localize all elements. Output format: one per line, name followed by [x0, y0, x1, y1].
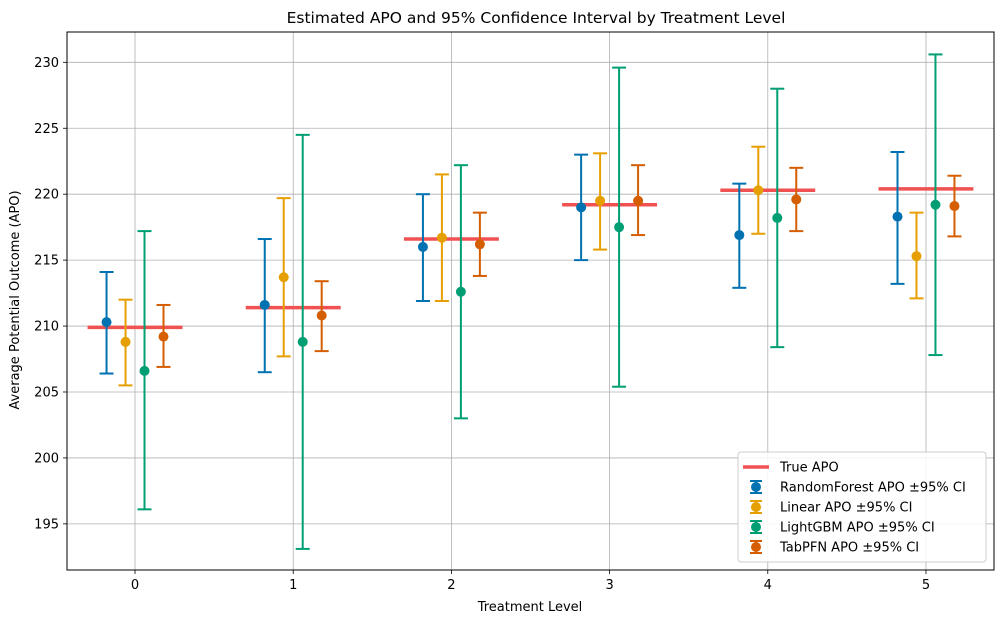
errorbar-point [732, 182, 747, 289]
data-point [455, 286, 466, 297]
chart-title: Estimated APO and 95% Confidence Interva… [287, 9, 786, 27]
errorbar-point [947, 174, 962, 238]
data-point [259, 299, 270, 310]
data-point [297, 336, 308, 347]
errorbar-point [137, 230, 152, 511]
x-tick-label: 4 [764, 578, 772, 593]
plot-frame [66, 31, 995, 571]
y-tick-label: 195 [34, 517, 59, 532]
errorbar-point [612, 66, 627, 388]
y-tick-label: 230 [34, 56, 59, 71]
errorbar-point [928, 53, 943, 357]
axes: 0 1 2 3 4 5 195 200 205 210 215 220 225 230 [34, 56, 930, 593]
data-point [576, 202, 587, 213]
y-tick-label: 220 [34, 188, 59, 203]
y-tick-label: 215 [34, 254, 59, 269]
legend-label: LightGBM APO ±95% CI [780, 521, 935, 536]
errorbar-point [276, 197, 291, 358]
legend-label: True APO [779, 461, 839, 476]
series-markers [99, 53, 962, 550]
data-point [892, 211, 903, 222]
data-point [614, 222, 625, 233]
data-point [158, 331, 169, 342]
y-tick-label: 210 [34, 320, 59, 335]
data-point [949, 201, 960, 212]
errorbar-point [770, 87, 785, 349]
errorbar-point [789, 166, 804, 233]
legend-label: TabPFN APO ±95% CI [779, 541, 919, 556]
errorbar-point [434, 173, 449, 302]
x-tick-label: 5 [922, 578, 930, 593]
data-point [474, 239, 485, 250]
true-apo-lines [87, 187, 974, 330]
errorbar-point [314, 280, 329, 353]
data-point [436, 232, 447, 243]
data-point [911, 251, 922, 262]
y-tick-label: 200 [34, 451, 59, 466]
errorbar-point [574, 153, 589, 262]
data-point [595, 195, 606, 206]
errorbar-point [909, 211, 924, 300]
data-point [101, 317, 112, 328]
errorbar-point [156, 303, 171, 368]
errorbar-point [257, 238, 272, 374]
errorbar-point [890, 150, 905, 285]
x-axis-label: Treatment Level [477, 600, 583, 615]
y-tick-label: 225 [34, 122, 59, 137]
errorbar-point [453, 164, 468, 420]
data-point [417, 241, 428, 252]
x-tick-label: 3 [605, 578, 613, 593]
data-point [930, 199, 941, 210]
x-tick-label: 2 [447, 578, 455, 593]
gridlines [67, 32, 994, 570]
legend-marker [751, 522, 761, 532]
errorbar-point [99, 270, 114, 375]
x-tick-label: 1 [289, 578, 297, 593]
data-point [734, 230, 745, 241]
x-tick-label: 0 [131, 578, 139, 593]
y-axis-label: Average Potential Outcome (APO) [8, 190, 23, 409]
data-point [753, 185, 764, 196]
legend: True APO RandomForest APO ±95% CI Linear A… [737, 451, 987, 563]
data-point [278, 272, 289, 283]
legend-marker [751, 502, 761, 512]
legend-marker [751, 482, 761, 492]
data-point [791, 194, 802, 205]
errorbar-point [118, 298, 133, 387]
errorbar-point [751, 145, 766, 235]
y-tick-label: 205 [34, 385, 59, 400]
legend-marker [751, 542, 761, 552]
data-point [120, 336, 131, 347]
errorbar-point [472, 211, 487, 277]
errorbar-point [415, 193, 430, 302]
data-point [633, 195, 644, 206]
errorbar-point [295, 133, 310, 550]
data-point [139, 365, 150, 376]
data-point [316, 310, 327, 321]
data-point [772, 212, 783, 223]
errorbar-point [593, 152, 608, 251]
errorbar-point [631, 164, 646, 237]
legend-label: Linear APO ±95% CI [780, 501, 912, 516]
legend-label: RandomForest APO ±95% CI [780, 481, 966, 496]
legend-box [737, 451, 987, 563]
